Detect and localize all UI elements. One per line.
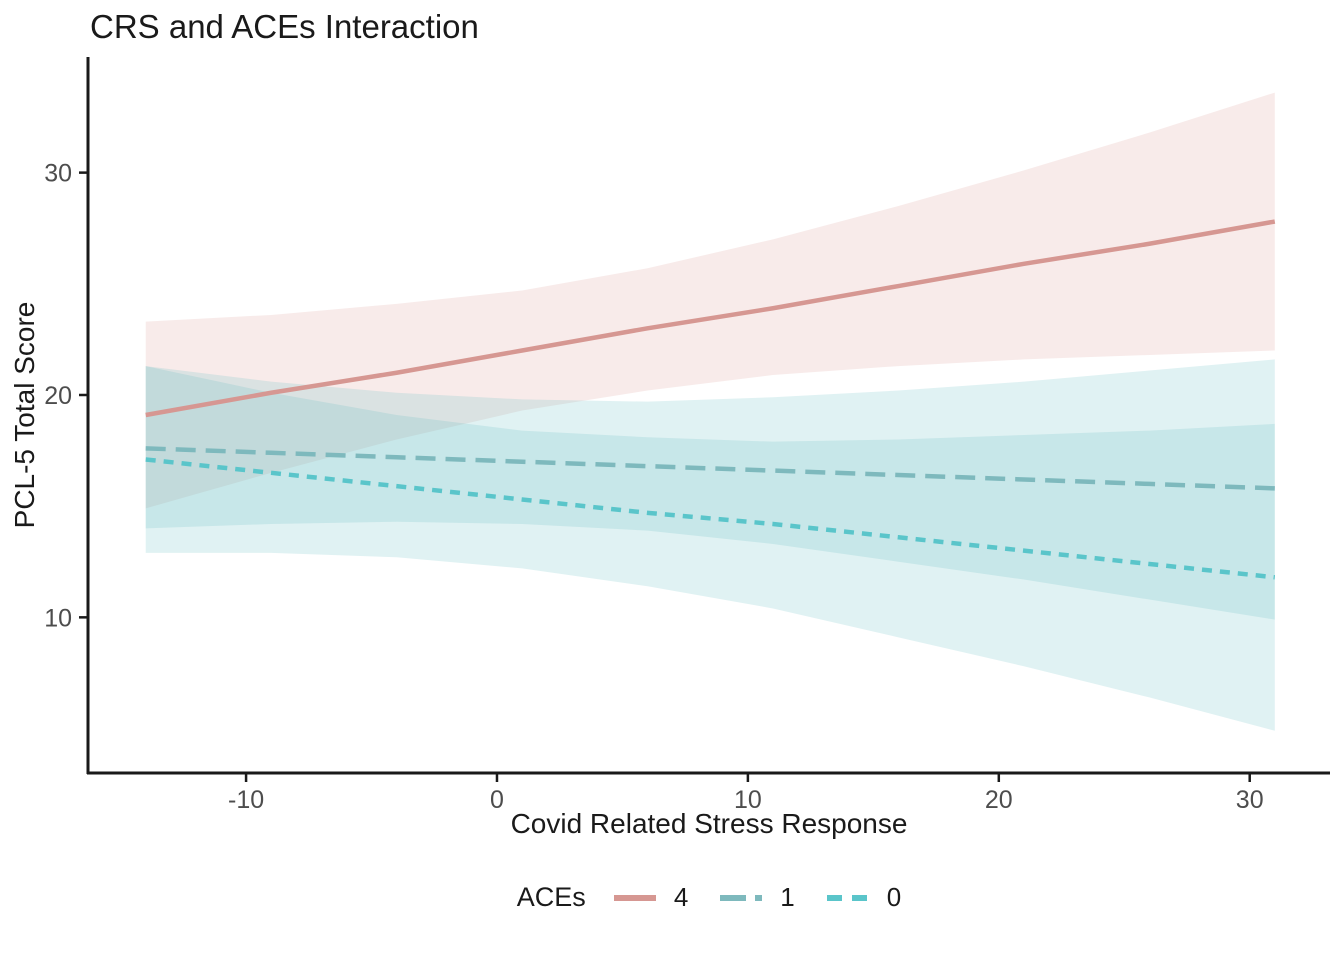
y-tick-label: 10 bbox=[44, 604, 72, 632]
x-tick-label: 20 bbox=[985, 786, 1013, 814]
trend-line-1 bbox=[145, 446, 1275, 491]
trend-lines bbox=[145, 219, 1276, 580]
trend-line-0 bbox=[145, 457, 1276, 580]
legend-label-4: 4 bbox=[673, 882, 689, 912]
axes: -10 0 10 20 30 10 20 30 bbox=[44, 57, 1330, 814]
x-tick-label: -10 bbox=[228, 786, 264, 814]
trend-line-4 bbox=[145, 219, 1276, 418]
chart-title: CRS and ACEs Interaction bbox=[90, 8, 479, 45]
x-tick-label: 0 bbox=[490, 786, 504, 814]
plot-area: CRS and ACEs Interaction -10 0 10 20 30 10 20 3… bbox=[9, 8, 1330, 839]
legend-items: 4 1 0 bbox=[612, 882, 901, 913]
legend-title: ACEs bbox=[516, 882, 586, 912]
x-tick-label: 10 bbox=[734, 786, 762, 814]
legend-item-0: 0 bbox=[825, 882, 901, 913]
legend-item-4: 4 bbox=[612, 882, 688, 913]
legend-key-solid-line-icon bbox=[613, 894, 656, 901]
y-axis-title: PCL-5 Total Score bbox=[9, 302, 40, 529]
legend-label-0: 0 bbox=[886, 882, 902, 912]
y-tick-label: 20 bbox=[44, 382, 72, 410]
y-tick-label: 30 bbox=[44, 160, 72, 188]
x-axis-title: Covid Related Stress Response bbox=[511, 808, 908, 839]
legend-item-1: 1 bbox=[718, 882, 795, 913]
legend-key-dotted-line-icon bbox=[826, 894, 869, 901]
x-tick-label: 30 bbox=[1236, 786, 1264, 814]
ci-ribbon-4 bbox=[145, 92, 1275, 509]
legend-key-dashed-line-icon bbox=[720, 894, 763, 901]
legend: ACEs 4 1 0 bbox=[88, 882, 1330, 913]
legend-label-1: 1 bbox=[780, 882, 795, 912]
ci-ribbon-1 bbox=[145, 359, 1275, 620]
confidence-ribbons bbox=[145, 92, 1275, 731]
